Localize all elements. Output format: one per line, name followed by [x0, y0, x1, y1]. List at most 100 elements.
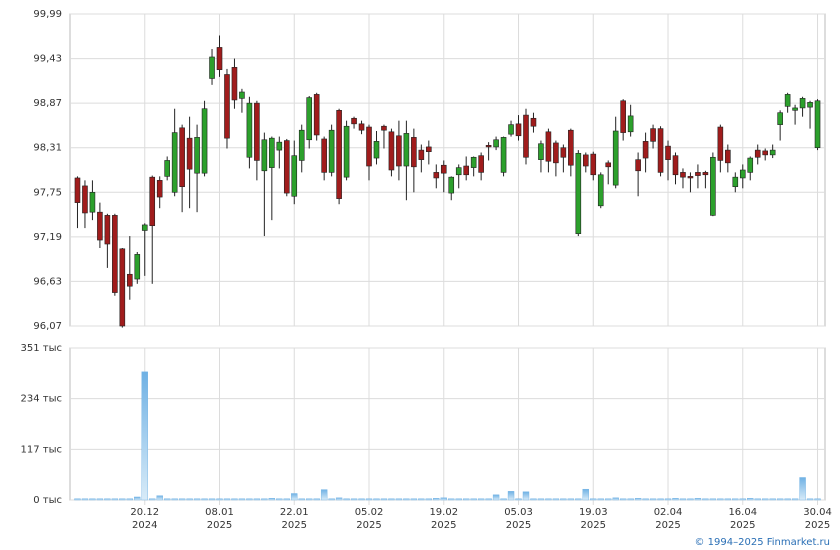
x-tick-label: 08.01 [205, 507, 234, 518]
volume-bar [619, 498, 627, 501]
candle-body [149, 176, 156, 227]
volume-bar [462, 498, 470, 501]
volume-bar [455, 498, 462, 501]
candle-body [194, 137, 200, 174]
volume-bar [216, 498, 223, 501]
volume-bar [545, 498, 552, 501]
candle-body [717, 126, 724, 161]
candle-body [89, 191, 96, 213]
volume-bar [485, 498, 492, 501]
volume-bar [560, 498, 567, 501]
volume-bar [193, 498, 201, 501]
candle-body [470, 156, 477, 168]
candle-body [440, 164, 447, 174]
y-tick-label: 117 тыс [21, 444, 62, 455]
candle-body [269, 137, 275, 168]
x-tick-year: 2025 [356, 520, 381, 531]
candle-body [179, 127, 185, 188]
candle-body [769, 149, 776, 156]
volume-bar [776, 498, 784, 501]
candle-body [343, 125, 350, 178]
volume-bar [313, 498, 320, 501]
volume-bar [679, 498, 687, 501]
x-tick-year: 2025 [581, 520, 606, 531]
volume-bar [178, 498, 186, 501]
candle-body [597, 174, 604, 207]
candle-body [336, 110, 342, 199]
volume-bar [433, 498, 440, 501]
x-tick-label: 22.01 [280, 507, 309, 518]
volume-bar [672, 498, 679, 501]
candle-body [396, 135, 402, 167]
volume-bar [201, 498, 208, 501]
candle-body [582, 154, 589, 167]
volume-bar [253, 498, 261, 501]
candle-body [403, 133, 410, 167]
candle-body [754, 149, 761, 158]
candle-body [680, 172, 686, 178]
volume-bar [567, 498, 575, 501]
candle-body [665, 145, 671, 160]
candle-body [627, 115, 634, 133]
volume-bar [163, 498, 171, 501]
candle-body [732, 176, 739, 188]
volume-bar [761, 498, 769, 501]
candle-body [560, 147, 567, 158]
candle-body [807, 102, 813, 108]
volume-bar [89, 498, 96, 501]
volume-bar [276, 498, 283, 501]
candle-body [530, 117, 537, 127]
candle-body [568, 129, 574, 166]
y-tick-label: 99,99 [33, 9, 62, 20]
candle-body [171, 132, 178, 193]
candle-body [209, 56, 215, 79]
volume-bar [694, 498, 702, 501]
candle-body [814, 100, 821, 149]
volume-bar [724, 498, 732, 501]
candle-body [82, 185, 88, 214]
candle-body [127, 273, 133, 287]
volume-bar [552, 498, 560, 501]
candle-body [411, 137, 417, 168]
candle-body [620, 100, 626, 133]
volume-bar [81, 498, 89, 501]
candle-body [687, 176, 694, 179]
volume-bar [806, 498, 814, 501]
volume-bar [283, 498, 290, 501]
candle-body [508, 124, 514, 135]
x-tick-label: 05.03 [504, 507, 533, 518]
candle-body [231, 67, 238, 101]
volume-bar [104, 498, 111, 501]
volume-bar [403, 498, 410, 501]
candle-body [119, 248, 126, 327]
x-tick-label: 20.12 [130, 507, 159, 518]
candle-body [500, 137, 507, 173]
x-tick-year: 2025 [655, 520, 680, 531]
volume-bar [657, 498, 664, 501]
volume-bar [246, 498, 253, 501]
volume-bar [717, 498, 724, 501]
volume-bar [709, 498, 717, 501]
candle-body [463, 165, 469, 176]
volume-frame [69, 347, 826, 501]
volume-bar [171, 498, 178, 501]
volume-bar [261, 498, 268, 501]
x-tick-year: 2025 [282, 520, 307, 531]
candle-body [283, 140, 290, 194]
candle-body [351, 117, 357, 125]
candle-body [792, 107, 798, 111]
volume-bar [470, 498, 477, 501]
volume-bar [687, 498, 694, 501]
candle-body [313, 94, 320, 136]
x-tick-label: 19.03 [579, 507, 608, 518]
volume-bar [597, 498, 604, 501]
volume-bar [365, 498, 373, 501]
volume-bar [208, 498, 216, 501]
volume-bar [739, 498, 746, 501]
candle-body [784, 94, 791, 107]
volume-bar [605, 498, 612, 501]
y-tick-label: 97,19 [33, 232, 62, 243]
candle-body [642, 141, 649, 159]
y-tick-label: 96,63 [33, 276, 62, 287]
volume-bar [335, 497, 343, 501]
